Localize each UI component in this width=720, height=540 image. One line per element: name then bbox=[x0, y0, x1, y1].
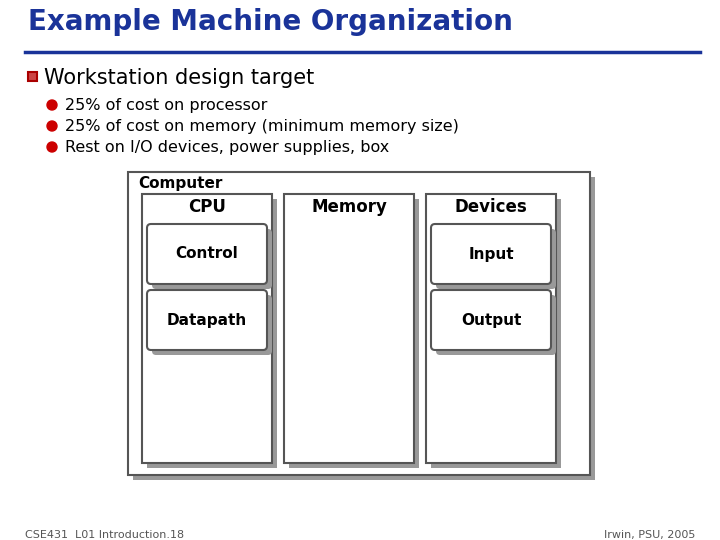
Text: 25% of cost on processor: 25% of cost on processor bbox=[65, 98, 267, 113]
Text: Memory: Memory bbox=[311, 198, 387, 216]
FancyBboxPatch shape bbox=[436, 229, 556, 289]
Text: 25% of cost on memory (minimum memory size): 25% of cost on memory (minimum memory si… bbox=[65, 119, 459, 134]
FancyBboxPatch shape bbox=[147, 290, 267, 350]
Bar bbox=[28, 72, 37, 81]
Bar bbox=[284, 194, 414, 463]
Text: Computer: Computer bbox=[138, 176, 222, 191]
Bar bbox=[289, 199, 419, 468]
Bar bbox=[147, 199, 277, 468]
Text: CPU: CPU bbox=[188, 198, 226, 216]
Bar bbox=[133, 177, 595, 480]
FancyBboxPatch shape bbox=[152, 229, 272, 289]
Text: CSE431  L01 Introduction.18: CSE431 L01 Introduction.18 bbox=[25, 530, 184, 540]
FancyBboxPatch shape bbox=[431, 290, 551, 350]
FancyBboxPatch shape bbox=[431, 224, 551, 284]
Circle shape bbox=[47, 121, 57, 131]
Text: Devices: Devices bbox=[454, 198, 527, 216]
FancyBboxPatch shape bbox=[436, 295, 556, 355]
Text: Output: Output bbox=[461, 313, 521, 327]
Bar bbox=[431, 199, 561, 468]
Text: Control: Control bbox=[176, 246, 238, 261]
Bar bbox=[128, 172, 590, 475]
Text: Workstation design target: Workstation design target bbox=[44, 68, 314, 88]
FancyBboxPatch shape bbox=[152, 295, 272, 355]
Text: Input: Input bbox=[468, 246, 514, 261]
Text: Irwin, PSU, 2005: Irwin, PSU, 2005 bbox=[603, 530, 695, 540]
Circle shape bbox=[47, 100, 57, 110]
Bar bbox=[142, 194, 272, 463]
Bar bbox=[426, 194, 556, 463]
Text: Rest on I/O devices, power supplies, box: Rest on I/O devices, power supplies, box bbox=[65, 140, 390, 155]
Text: Datapath: Datapath bbox=[167, 313, 247, 327]
FancyBboxPatch shape bbox=[147, 224, 267, 284]
Circle shape bbox=[47, 142, 57, 152]
Text: Example Machine Organization: Example Machine Organization bbox=[28, 8, 513, 36]
